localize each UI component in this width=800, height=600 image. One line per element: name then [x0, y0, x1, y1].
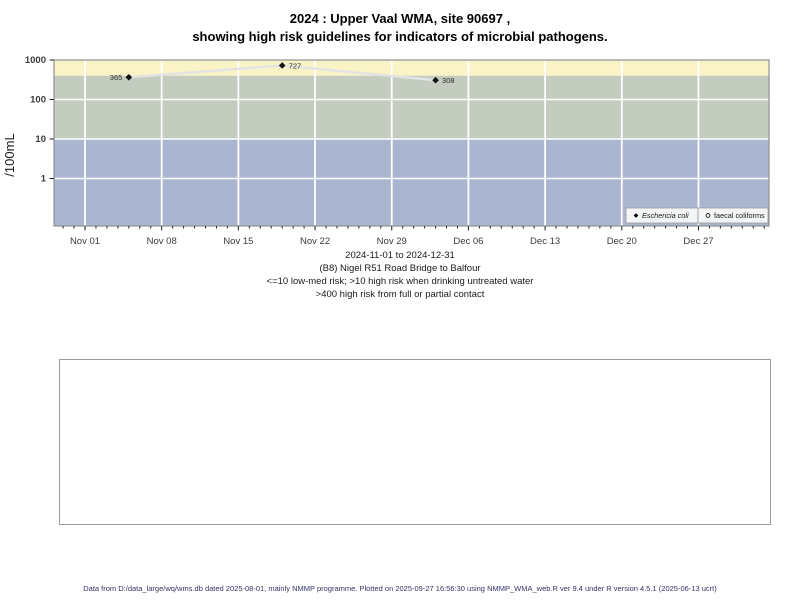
empty-panel: [59, 359, 771, 525]
caption-site-description: (B8) Nigel R51 Road Bridge to Balfour: [319, 263, 481, 274]
y-tick-label: 100: [30, 95, 46, 106]
chart-title-line1: 2024 : Upper Vaal WMA, site 90697 ,: [289, 11, 511, 26]
microbial-pathogens-chart: 365 727 308 Nov 01 Nov 08 Nov 15 Nov 22 Nov 29 D…: [2, 55, 770, 247]
legend-entry-label: Eschericia coli: [642, 211, 689, 220]
y-tick-label: 1000: [25, 55, 46, 66]
chart-title-line2: showing high risk guidelines for indicat…: [192, 29, 608, 44]
x-tick-label: Nov 29: [377, 236, 407, 247]
x-tick-label: Nov 01: [70, 236, 100, 247]
y-axis-title: /100mL: [2, 133, 17, 176]
x-tick-label: Dec 27: [683, 236, 713, 247]
footer-note: Data from D:/data_large/wq/wms.db dated …: [83, 584, 717, 593]
data-point: [432, 76, 439, 84]
y-tick-label: 1: [41, 174, 47, 185]
guideline-band: [54, 75, 769, 139]
y-tick-label: 10: [35, 134, 46, 145]
data-point: [278, 62, 286, 69]
x-tick-label: Dec 20: [607, 236, 637, 247]
x-tick-label: Nov 08: [147, 236, 177, 247]
x-tick-label: Dec 06: [453, 236, 483, 247]
x-tick-label: Nov 22: [300, 236, 330, 247]
open-circle-icon: [705, 213, 711, 218]
legend-entry-label: faecal coliforms: [714, 211, 765, 220]
caption-risk-guideline-drinking: <=10 low-med risk; >10 high risk when dr…: [266, 276, 534, 287]
guideline-band: [54, 60, 769, 76]
data-point-label: 727: [289, 61, 302, 70]
filled-diamond-icon: [633, 213, 639, 218]
x-tick-label: Nov 15: [223, 236, 253, 247]
x-tick-label: Dec 13: [530, 236, 560, 247]
chart-caption: 2024-11-01 to 2024-12-31 (B8) Nigel R51 …: [0, 249, 800, 301]
data-point-label: 365: [110, 73, 123, 82]
caption-risk-guideline-contact: >400 high risk from full or partial cont…: [315, 289, 485, 300]
data-point-label: 308: [442, 76, 455, 85]
caption-date-range: 2024-11-01 to 2024-12-31: [345, 250, 455, 261]
legend-box: [697, 207, 769, 224]
panel-border: [53, 59, 770, 227]
chart-title: 2024 : Upper Vaal WMA, site 90697 , show…: [0, 10, 800, 46]
data-point: [125, 73, 133, 81]
